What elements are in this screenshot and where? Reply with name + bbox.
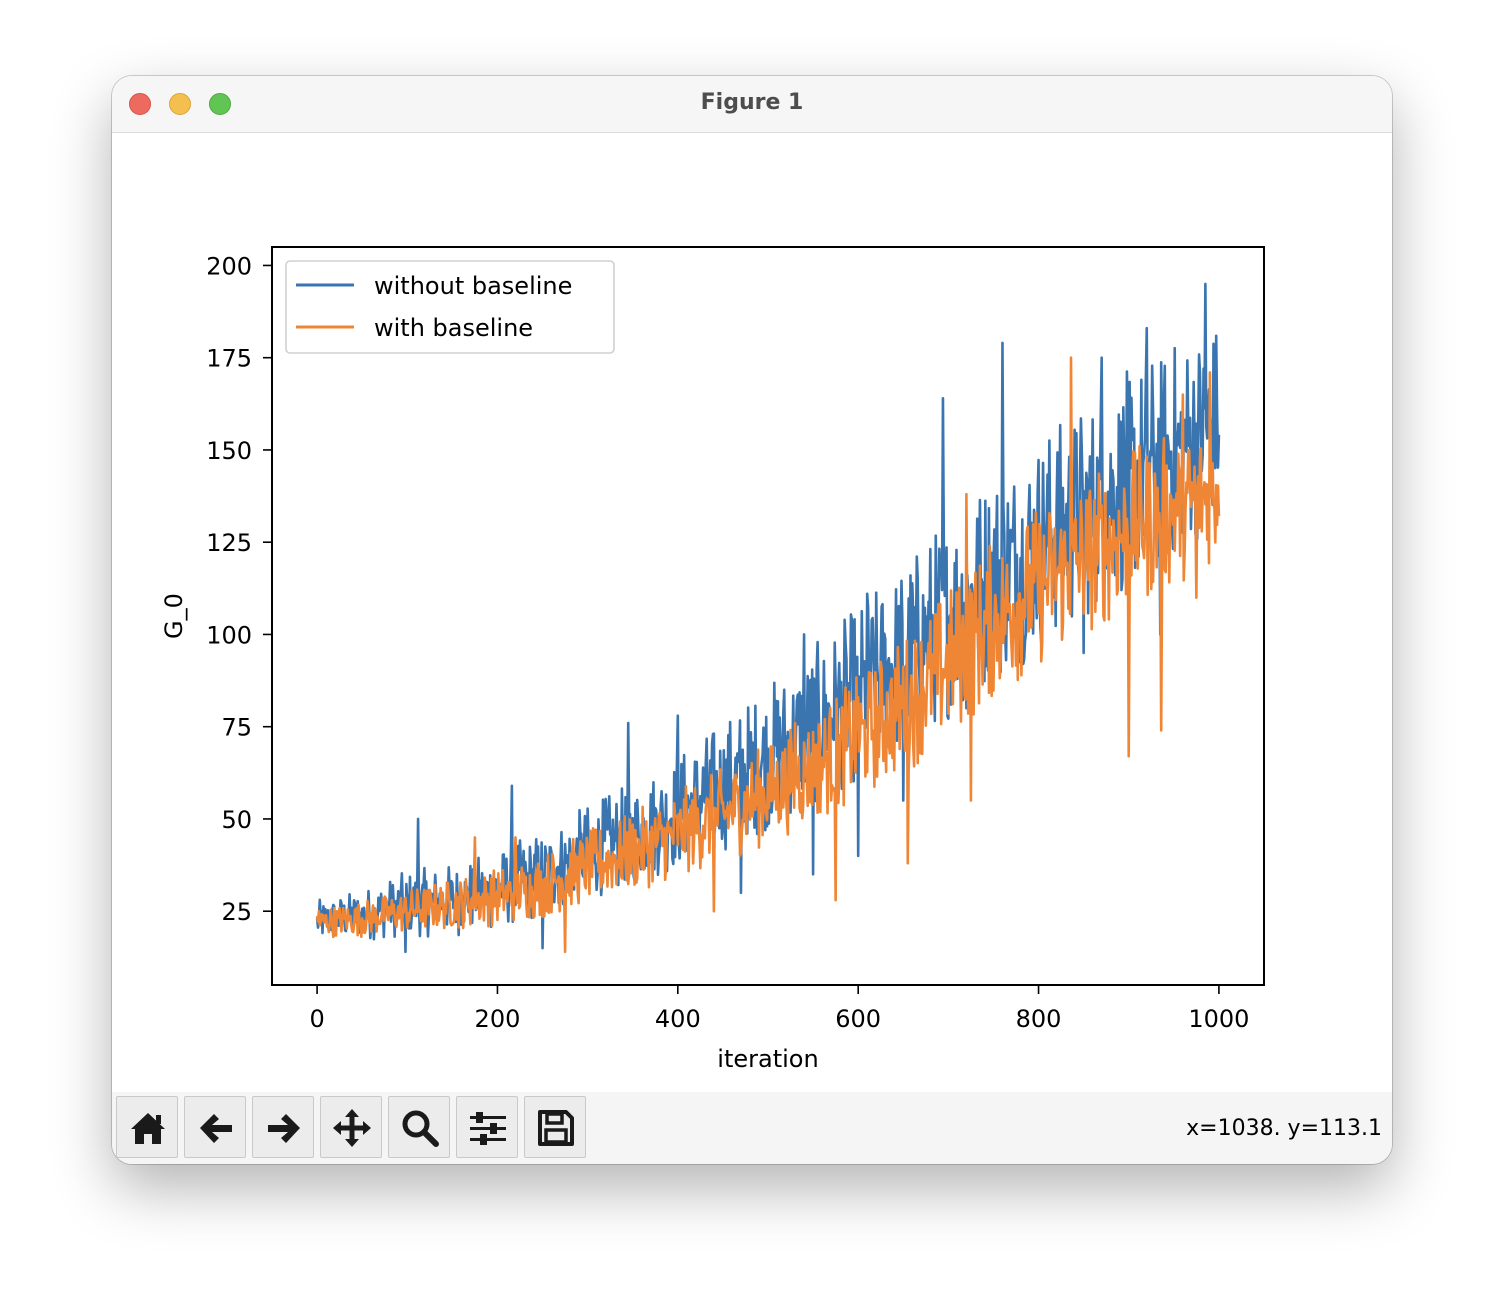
y-axis-label: G_0 xyxy=(160,593,188,639)
y-tick-label: 150 xyxy=(206,437,252,465)
home-button[interactable] xyxy=(116,1096,178,1158)
x-tick-label: 800 xyxy=(1016,1005,1062,1033)
home-icon xyxy=(131,1113,165,1144)
plot-frame xyxy=(271,246,1265,986)
arrow-right-icon xyxy=(268,1114,300,1143)
y-tick-label: 125 xyxy=(206,529,252,557)
line-chart[interactable]: 0 200 400 600 800 1000 25 50 75 100 125 150 175 200 it… xyxy=(112,133,1392,1092)
back-button[interactable] xyxy=(184,1096,246,1158)
save-button[interactable] xyxy=(524,1096,586,1158)
title-bar: Figure 1 xyxy=(112,76,1392,133)
series-line-without-baseline xyxy=(315,282,1221,954)
y-tick-label: 175 xyxy=(206,345,252,373)
y-tick-label: 100 xyxy=(206,621,252,649)
figure-window: Figure 1 0 200 400 600 800 1000 25 50 75 100 125 15… xyxy=(112,76,1392,1164)
configure-subplots-button[interactable] xyxy=(456,1096,518,1158)
x-axis-label: iteration xyxy=(717,1045,818,1073)
sliders-icon xyxy=(470,1112,506,1145)
x-tick-label: 200 xyxy=(475,1005,521,1033)
x-tick-label: 400 xyxy=(655,1005,701,1033)
pan-button[interactable] xyxy=(320,1096,382,1158)
x-tick-label: 0 xyxy=(309,1005,324,1033)
cursor-coordinates: x=1038. y=113.1 xyxy=(1186,1116,1382,1141)
window-title: Figure 1 xyxy=(700,90,804,115)
close-window-button[interactable] xyxy=(129,93,151,115)
y-tick-label: 50 xyxy=(221,806,252,834)
floppy-disk-icon xyxy=(538,1110,574,1146)
y-tick-label: 25 xyxy=(221,898,252,926)
x-tick-label: 1000 xyxy=(1188,1005,1249,1033)
arrow-left-icon xyxy=(200,1114,232,1143)
y-tick-label: 200 xyxy=(206,252,252,280)
x-tick-label: 600 xyxy=(835,1005,881,1033)
zoom-button[interactable] xyxy=(388,1096,450,1158)
forward-button[interactable] xyxy=(252,1096,314,1158)
navigation-toolbar: x=1038. y=113.1 xyxy=(112,1092,1392,1164)
legend-label: without baseline xyxy=(374,272,572,300)
search-icon xyxy=(402,1110,439,1147)
minimize-window-button[interactable] xyxy=(169,93,191,115)
legend-box xyxy=(285,260,615,354)
series-line-with-baseline xyxy=(315,356,1221,954)
y-tick-label: 75 xyxy=(221,714,252,742)
legend-label: with baseline xyxy=(374,314,533,342)
figure-canvas[interactable]: 0 200 400 600 800 1000 25 50 75 100 125 150 175 200 it… xyxy=(112,133,1392,1092)
move-icon xyxy=(333,1109,371,1147)
zoom-window-button[interactable] xyxy=(209,93,231,115)
